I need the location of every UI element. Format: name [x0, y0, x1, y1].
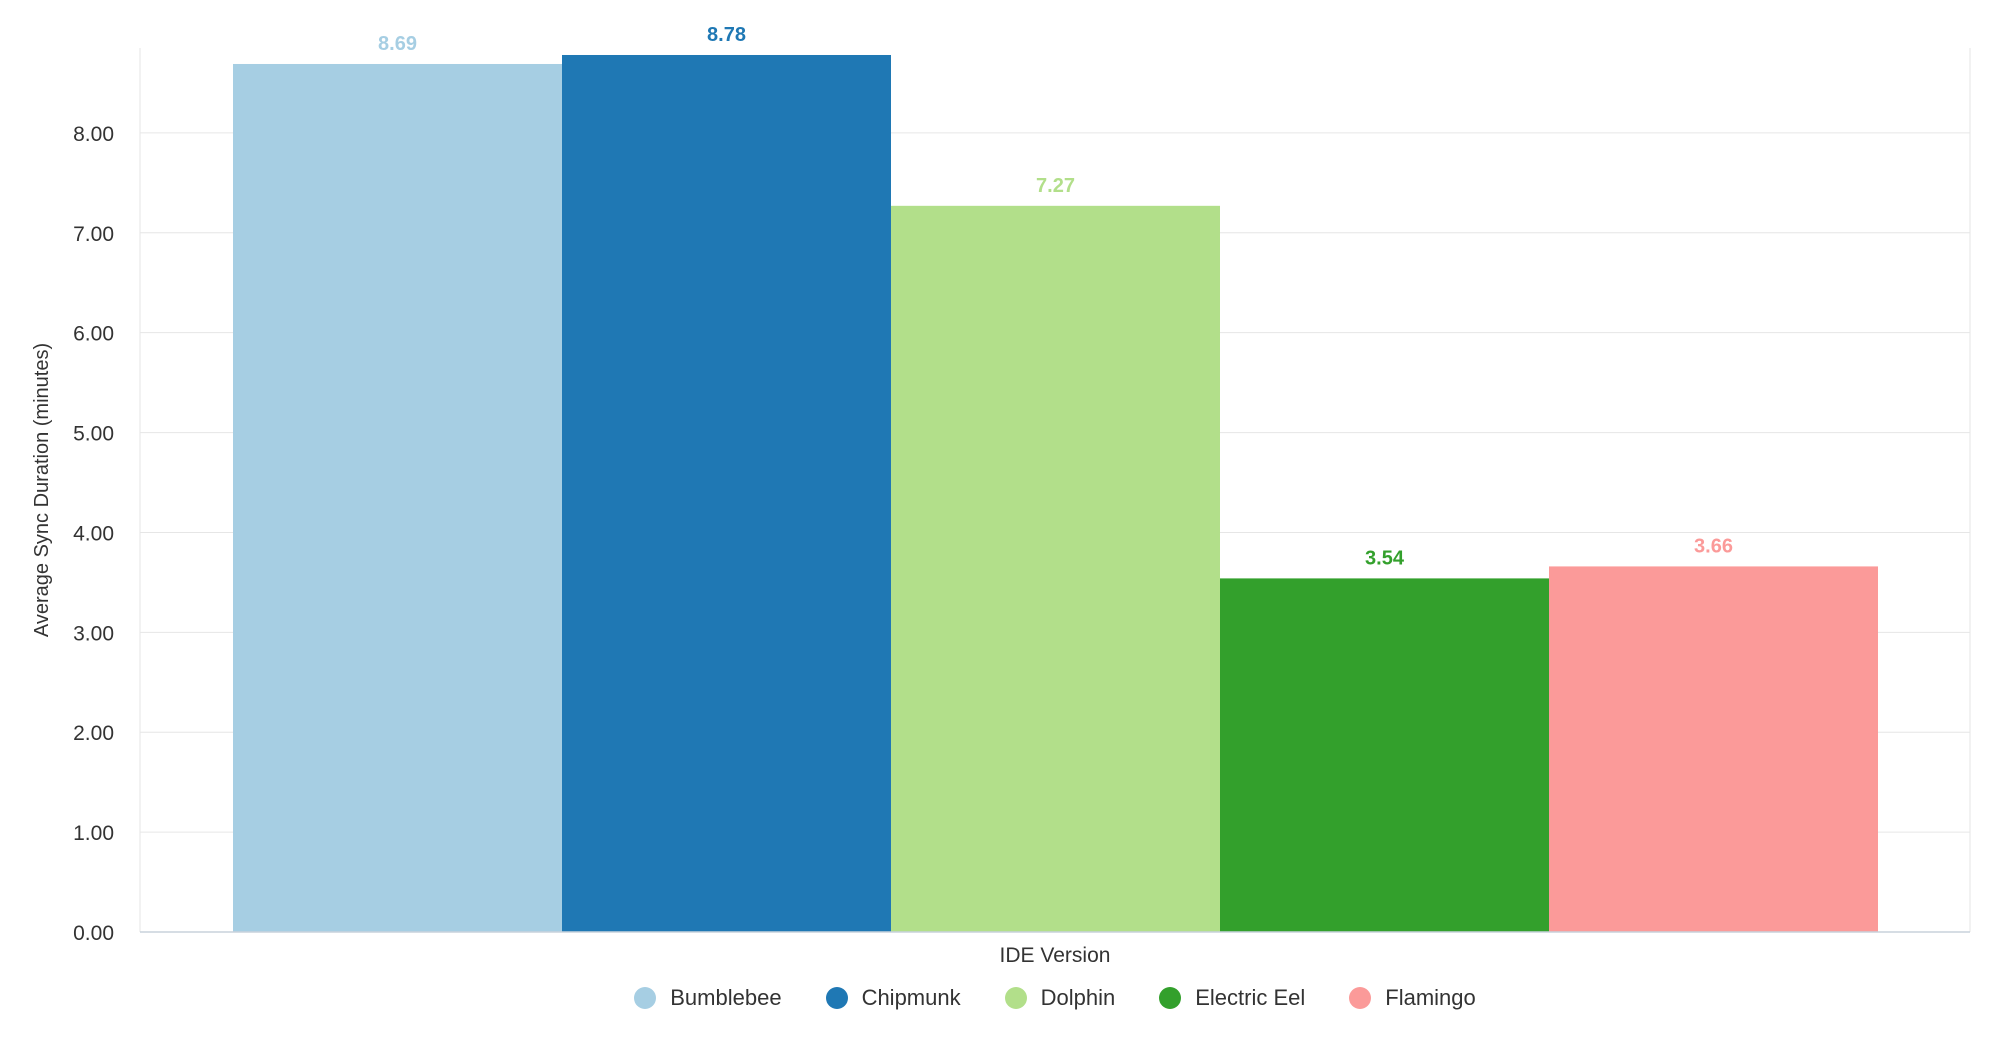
y-tick-label: 7.00 — [73, 223, 114, 246]
y-tick-label: 6.00 — [73, 323, 114, 346]
bar-dolphin[interactable] — [891, 205, 1220, 932]
value-label: 8.78 — [707, 24, 746, 46]
bar-electric-eel[interactable] — [1220, 578, 1549, 932]
legend-swatch — [1159, 987, 1182, 1009]
bar-flamingo[interactable] — [1549, 566, 1878, 932]
bar-bumblebee[interactable] — [233, 63, 562, 932]
legend-item-flamingo[interactable]: Flamingo — [1349, 985, 1476, 1011]
value-labels: 8.69 8.78 7.27 3.54 3.66 — [378, 24, 1733, 569]
y-tick-label: 0.00 — [73, 922, 114, 945]
legend-label: Electric Eel — [1195, 985, 1306, 1010]
y-tick-label: 1.00 — [73, 822, 114, 845]
legend-swatch — [825, 987, 848, 1009]
legend-label: Chipmunk — [861, 985, 961, 1010]
value-label: 3.54 — [1365, 547, 1405, 569]
y-axis-title: Average Sync Duration (minutes) — [31, 343, 53, 637]
legend-item-dolphin[interactable]: Dolphin — [1004, 985, 1116, 1011]
value-label: 7.27 — [1036, 175, 1075, 197]
y-tick-label: 8.00 — [73, 123, 114, 146]
legend-swatch — [1349, 987, 1372, 1009]
legend-label: Flamingo — [1385, 985, 1476, 1010]
legend-swatch — [634, 987, 657, 1009]
value-label: 8.69 — [378, 33, 417, 55]
value-label: 3.66 — [1694, 535, 1733, 557]
y-tick-label: 2.00 — [73, 722, 114, 745]
y-tick-label: 5.00 — [73, 423, 114, 446]
legend-item-chipmunk[interactable]: Chipmunk — [825, 985, 961, 1011]
y-tick-label: 3.00 — [73, 622, 114, 645]
bar-chipmunk[interactable] — [562, 54, 891, 933]
x-axis-title: IDE Version — [1000, 944, 1111, 967]
y-axis-ticks: 0.00 1.00 2.00 3.00 4.00 5.00 6.00 7.00 8.00 — [73, 123, 114, 945]
legend-label: Bumblebee — [670, 985, 782, 1010]
legend-swatch — [1004, 987, 1027, 1009]
legend-label: Dolphin — [1040, 985, 1116, 1010]
bars — [233, 54, 1878, 933]
legend-item-electric-eel[interactable]: Electric Eel — [1159, 985, 1305, 1011]
legend: Bumblebee Chipmunk Dolphin Electric Eel Flam… — [0, 985, 1999, 1011]
legend-item-bumblebee[interactable]: Bumblebee — [634, 985, 782, 1011]
y-tick-label: 4.00 — [73, 522, 114, 545]
